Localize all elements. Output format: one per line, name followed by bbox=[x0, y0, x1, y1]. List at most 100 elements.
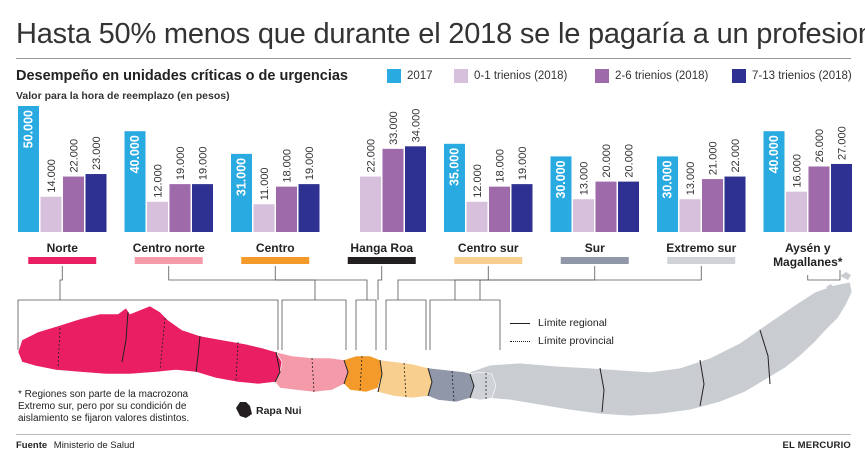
value-label-extremo-sur-0-1-trienios-2018: 13.000 bbox=[685, 162, 697, 196]
source-note: Fuente Ministerio de Salud bbox=[16, 440, 135, 451]
bar-sur-2017 bbox=[550, 156, 572, 232]
bar-aysen-y-magallanes-0-1-trienios-2018 bbox=[786, 191, 807, 232]
zone-strip-hanga-roa bbox=[347, 257, 416, 264]
connector-centro bbox=[274, 266, 368, 300]
bar-hanga-roa-0-1-trienios-2018 bbox=[360, 176, 381, 232]
value-label-norte-2017: 50.000 bbox=[22, 110, 36, 148]
zone-strip-extremo-sur bbox=[667, 257, 736, 264]
map-region-sur bbox=[427, 367, 475, 403]
map-legend-provincial-label: Límite provincial bbox=[538, 335, 614, 347]
value-label-hanga-roa-2-6-trienios-2018: 33.000 bbox=[388, 111, 400, 145]
map-bracket-1 bbox=[281, 299, 347, 350]
map-region-gray bbox=[469, 281, 853, 417]
category-label-norte: Norte bbox=[47, 241, 79, 255]
value-label-aysen-y-magallanes-0-1-trienios-2018: 16.000 bbox=[792, 154, 804, 188]
connector-norte bbox=[59, 266, 63, 300]
category-label-centro-norte: Centro norte bbox=[133, 241, 205, 255]
bar-centro-norte-2-6-trienios-2018 bbox=[169, 184, 191, 232]
value-label-extremo-sur-2-6-trienios-2018: 21.000 bbox=[708, 141, 720, 175]
provincial-line-icon bbox=[510, 340, 530, 342]
legend-label-2-6-trienios: 2-6 trienios (2018) bbox=[615, 70, 709, 82]
value-label-centro-norte-2017: 40.000 bbox=[128, 135, 142, 173]
bar-sur-7-13-trienios-2018 bbox=[618, 181, 639, 232]
value-label-centro-2-6-trienios-2018: 18.000 bbox=[282, 149, 294, 183]
zone-strip-centro-sur bbox=[454, 257, 523, 264]
bar-aysen-y-magallanes-7-13-trienios-2018 bbox=[831, 163, 852, 232]
bar-centro-sur-2-6-trienios-2018 bbox=[489, 186, 510, 232]
category-label-centro: Centro bbox=[256, 241, 295, 255]
value-label-sur-2017: 30.000 bbox=[554, 160, 568, 198]
legend-swatch-2017 bbox=[387, 69, 401, 83]
value-label-centro-sur-2-6-trienios-2018: 18.000 bbox=[495, 149, 507, 183]
map-bracket-0 bbox=[17, 299, 279, 350]
value-label-centro-norte-2-6-trienios-2018: 19.000 bbox=[175, 146, 187, 180]
regional-line-icon bbox=[510, 322, 530, 324]
bar-centro-sur-0-1-trienios-2018 bbox=[466, 201, 488, 232]
bar-norte-7-13-trienios-2018 bbox=[85, 174, 107, 232]
value-label-norte-2-6-trienios-2018: 22.000 bbox=[69, 139, 81, 173]
category-label-centro-sur: Centro sur bbox=[458, 241, 519, 255]
legend-item-0-1-trienios: 0-1 trienios (2018) bbox=[454, 68, 567, 84]
map-legend: Límite regional Límite provincial bbox=[510, 314, 614, 350]
value-label-sur-7-13-trienios-2018: 20.000 bbox=[624, 144, 636, 178]
map-bracket-3 bbox=[385, 299, 427, 350]
map-region-centro bbox=[343, 355, 383, 393]
value-label-centro-2017: 31.000 bbox=[235, 158, 249, 196]
publisher-credit: EL MERCURIO bbox=[782, 440, 851, 451]
value-label-aysen-y-magallanes-2-6-trienios-2018: 26.000 bbox=[814, 129, 826, 163]
value-label-centro-7-13-trienios-2018: 19.000 bbox=[304, 146, 316, 180]
value-label-aysen-y-magallanes-2017: 40.000 bbox=[767, 135, 781, 173]
value-label-sur-0-1-trienios-2018: 13.000 bbox=[579, 162, 591, 196]
bar-centro-norte-7-13-trienios-2018 bbox=[192, 184, 213, 232]
value-label-extremo-sur-7-13-trienios-2018: 22.000 bbox=[730, 139, 742, 173]
bar-extremo-sur-0-1-trienios-2018 bbox=[679, 199, 701, 232]
map-bracket-2 bbox=[355, 299, 377, 350]
value-label-extremo-sur-2017: 30.000 bbox=[661, 160, 675, 198]
bar-sur-0-1-trienios-2018 bbox=[573, 199, 594, 232]
bar-centro-2-6-trienios-2018 bbox=[276, 186, 297, 232]
legend-label-2017: 2017 bbox=[407, 70, 433, 82]
footer-divider bbox=[16, 434, 851, 435]
bar-extremo-sur-7-13-trienios-2018 bbox=[724, 176, 746, 232]
bar-centro-0-1-trienios-2018 bbox=[253, 204, 275, 232]
bar-norte-0-1-trienios-2018 bbox=[40, 196, 62, 232]
bar-hanga-roa-7-13-trienios-2018 bbox=[405, 146, 426, 232]
bar-aysen-y-magallanes-2017 bbox=[763, 131, 785, 232]
bar-extremo-sur-2-6-trienios-2018 bbox=[702, 179, 723, 232]
legend-item-7-13-trienios: 7-13 trienios (2018) bbox=[732, 68, 852, 84]
map-region-norte bbox=[17, 305, 283, 385]
legend-item-2-6-trienios: 2-6 trienios (2018) bbox=[595, 68, 708, 84]
category-label-hanga-roa: Hanga Roa bbox=[350, 241, 413, 255]
bar-aysen-y-magallanes-2-6-trienios-2018 bbox=[808, 166, 830, 232]
legend-label-0-1-trienios: 0-1 trienios (2018) bbox=[474, 70, 568, 82]
source-value: Ministerio de Salud bbox=[53, 440, 135, 451]
bar-norte-2-6-trienios-2018 bbox=[63, 176, 84, 232]
legend-swatch-7-13-trienios bbox=[732, 69, 746, 83]
map-islands bbox=[812, 272, 851, 300]
category-labels-layer: 50.000 14.000 22.000 23.000 Norte 40.000 12.00… bbox=[22, 109, 849, 269]
value-label-centro-sur-2017: 35.000 bbox=[448, 148, 462, 186]
chile-map bbox=[17, 272, 853, 418]
connector-centro-sur bbox=[397, 266, 489, 300]
value-label-norte-0-1-trienios-2018: 14.000 bbox=[46, 159, 58, 193]
value-label-hanga-roa-0-1-trienios-2018: 22.000 bbox=[366, 139, 378, 173]
rapa-nui-label: Rapa Nui bbox=[256, 405, 302, 417]
value-label-centro-0-1-trienios-2018: 11.000 bbox=[259, 167, 271, 200]
map-region-centro-norte bbox=[274, 351, 349, 393]
bar-extremo-sur-2017 bbox=[657, 156, 678, 232]
map-footnote: * Regiones son parte de la macrozona Ext… bbox=[18, 389, 190, 424]
bar-centro-sur-7-13-trienios-2018 bbox=[511, 184, 533, 232]
bar-norte-2017 bbox=[18, 106, 39, 232]
map-legend-regional-label: Límite regional bbox=[538, 317, 607, 329]
bar-centro-sur-2017 bbox=[444, 143, 465, 232]
map-legend-regional: Límite regional bbox=[510, 314, 614, 332]
category-label-sur: Sur bbox=[585, 241, 605, 255]
bars-layer bbox=[18, 106, 852, 232]
value-label-centro-sur-7-13-trienios-2018: 19.000 bbox=[517, 146, 529, 180]
value-label-centro-norte-0-1-trienios-2018: 12.000 bbox=[153, 164, 165, 198]
bar-centro-norte-0-1-trienios-2018 bbox=[147, 201, 168, 232]
legend-swatch-0-1-trienios bbox=[454, 69, 468, 83]
value-label-norte-7-13-trienios-2018: 23.000 bbox=[91, 136, 103, 170]
value-label-hanga-roa-7-13-trienios-2018: 34.000 bbox=[411, 109, 423, 143]
